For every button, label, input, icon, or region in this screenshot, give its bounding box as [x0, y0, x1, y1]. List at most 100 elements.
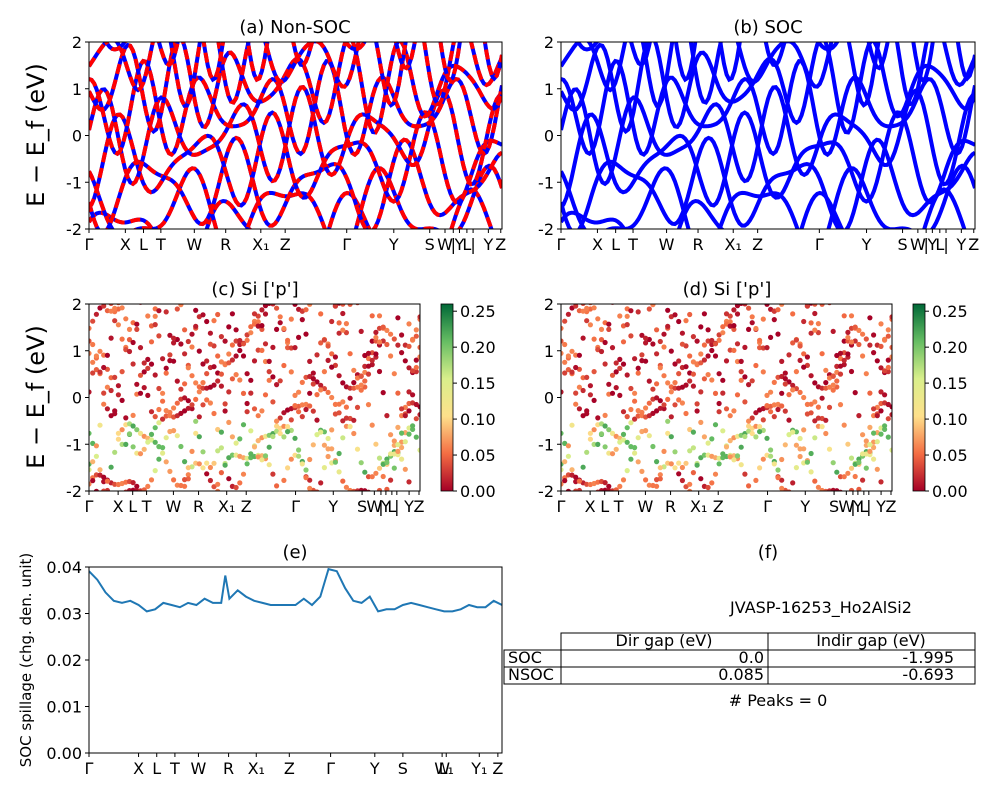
band-point	[632, 390, 638, 396]
band-point	[215, 353, 221, 359]
band-point	[296, 389, 302, 395]
band-point	[211, 318, 217, 324]
band-point	[174, 400, 180, 406]
band-point	[782, 408, 788, 414]
band-point	[874, 466, 880, 472]
x-tick-label: |	[943, 235, 948, 254]
band-point	[160, 450, 166, 456]
band-point	[395, 390, 401, 396]
band-point	[639, 468, 645, 474]
band-point	[808, 410, 814, 416]
band-point	[757, 424, 763, 430]
band-point	[388, 432, 394, 438]
band-point	[332, 459, 338, 465]
band-point	[156, 385, 162, 392]
band-point	[687, 448, 693, 454]
band-point	[211, 382, 217, 388]
band-point	[406, 389, 412, 395]
band-point	[650, 410, 656, 416]
band-point	[237, 337, 243, 344]
band-point	[90, 318, 96, 324]
band-point	[569, 422, 575, 428]
band-point	[307, 403, 313, 409]
band-point	[259, 347, 265, 353]
x-tick-label: |	[378, 497, 383, 516]
band-point	[248, 330, 254, 336]
band-point	[565, 353, 572, 359]
band-point	[152, 322, 158, 328]
band-point	[215, 426, 221, 433]
band-point	[709, 337, 715, 344]
band-point	[189, 344, 195, 350]
band-point	[782, 376, 788, 382]
band-point	[303, 406, 309, 413]
band-point	[694, 462, 700, 468]
band-point	[115, 436, 121, 442]
band-point	[823, 430, 829, 437]
band-point	[178, 304, 184, 308]
band-point	[606, 381, 612, 387]
band-point	[823, 417, 829, 423]
band-point	[749, 320, 755, 326]
band-point	[171, 477, 177, 483]
band-point	[584, 318, 590, 324]
band-point	[628, 333, 634, 339]
band-point	[617, 365, 623, 371]
band-point	[90, 370, 96, 376]
band-point	[749, 430, 755, 437]
band-point	[635, 435, 641, 441]
band-point	[410, 336, 416, 342]
x-tick-label: R	[692, 235, 703, 254]
band-point	[376, 455, 383, 461]
band-point	[878, 389, 884, 395]
band-point	[105, 298, 110, 303]
band-point	[841, 313, 847, 319]
band-point	[837, 363, 844, 369]
band-point	[613, 360, 619, 366]
band-point	[779, 358, 785, 364]
band-point	[270, 399, 276, 405]
band-point	[613, 385, 619, 391]
band-point	[200, 312, 206, 318]
band-point	[89, 430, 92, 436]
band-point	[834, 488, 840, 491]
x-tick-label: Y	[369, 759, 380, 778]
band-point	[299, 379, 305, 385]
band-point	[624, 468, 630, 474]
x-tick-label: W	[191, 759, 207, 778]
x-tick-label: X	[120, 235, 131, 254]
band-point	[573, 390, 579, 396]
band-point	[723, 358, 730, 364]
band-point	[299, 461, 305, 467]
x-tick-label: Y	[327, 497, 338, 516]
band-point	[672, 465, 678, 471]
band-point	[307, 456, 313, 463]
band-point	[373, 329, 379, 335]
band-point	[321, 337, 327, 343]
band-point	[384, 459, 390, 465]
band-point	[782, 370, 788, 376]
band-point	[413, 327, 419, 333]
band-point	[126, 326, 133, 332]
band-point	[668, 461, 674, 467]
band-point	[672, 449, 678, 455]
band-point	[307, 390, 313, 396]
band-point	[871, 332, 877, 338]
band-point	[196, 348, 202, 354]
band-point	[193, 430, 199, 436]
band-point	[595, 316, 601, 322]
band-point	[248, 377, 254, 383]
band-point	[406, 408, 412, 414]
band-point	[690, 429, 697, 435]
band-point	[690, 334, 697, 340]
band-point	[764, 435, 770, 441]
band-point	[108, 304, 114, 306]
band-point	[731, 457, 737, 463]
panel-e-ylabel: SOC spillage (chg. den. unit)	[17, 553, 35, 768]
band-point	[259, 457, 265, 463]
band-point	[808, 469, 814, 475]
band-point	[834, 363, 840, 369]
band-point	[620, 339, 627, 345]
